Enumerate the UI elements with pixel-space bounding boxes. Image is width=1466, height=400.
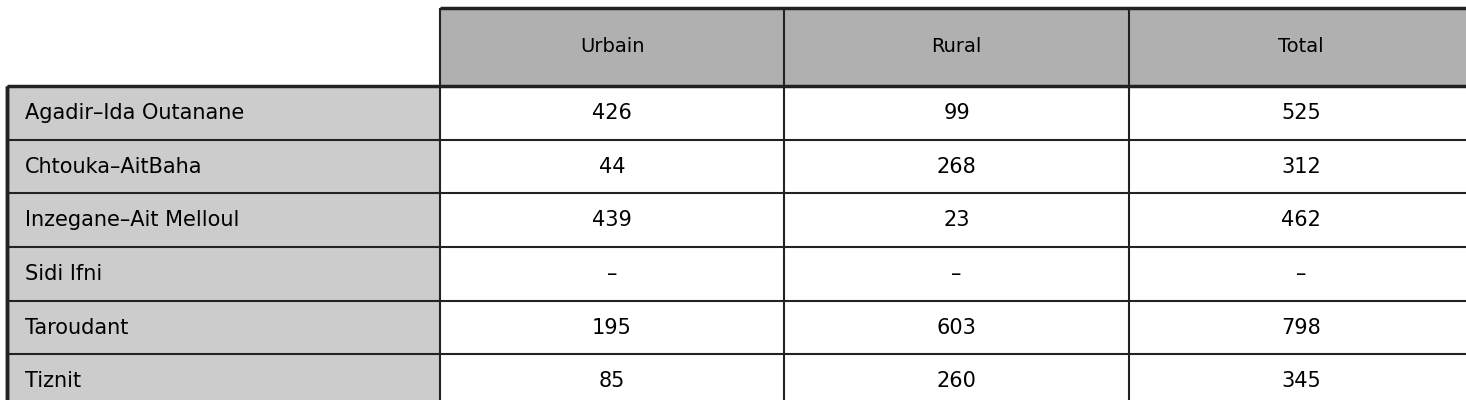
Text: Chtouka–AitBaha: Chtouka–AitBaha (25, 156, 202, 176)
Bar (440, 301, 784, 354)
Bar (7, 86, 440, 140)
Bar (440, 8, 784, 86)
Bar (7, 193, 440, 247)
Text: 462: 462 (1281, 210, 1321, 230)
Text: Taroudant: Taroudant (25, 318, 129, 338)
Bar (7, 8, 440, 86)
Text: Sidi Ifni: Sidi Ifni (25, 264, 103, 284)
Text: 798: 798 (1281, 318, 1321, 338)
Bar (1129, 86, 1466, 140)
Bar (7, 354, 440, 400)
Text: 23: 23 (943, 210, 970, 230)
Bar (1129, 247, 1466, 301)
Bar (784, 354, 1129, 400)
Text: Agadir–Ida Outanane: Agadir–Ida Outanane (25, 103, 245, 123)
Bar (784, 140, 1129, 193)
Bar (7, 247, 440, 301)
Text: Urbain: Urbain (581, 38, 644, 56)
Bar (1129, 301, 1466, 354)
Text: 195: 195 (592, 318, 632, 338)
Bar (1129, 8, 1466, 86)
Text: Total: Total (1278, 38, 1324, 56)
Bar (784, 301, 1129, 354)
Text: 312: 312 (1281, 156, 1321, 176)
Bar (440, 86, 784, 140)
Bar (1129, 354, 1466, 400)
Bar (7, 301, 440, 354)
Text: –: – (951, 264, 962, 284)
Text: –: – (607, 264, 617, 284)
Text: Tiznit: Tiznit (25, 371, 81, 391)
Bar (440, 247, 784, 301)
Bar (784, 247, 1129, 301)
Bar (784, 86, 1129, 140)
Text: 260: 260 (937, 371, 976, 391)
Bar (784, 8, 1129, 86)
Text: –: – (1296, 264, 1306, 284)
Bar (440, 193, 784, 247)
Text: 268: 268 (937, 156, 976, 176)
Text: 525: 525 (1281, 103, 1321, 123)
Text: 99: 99 (943, 103, 970, 123)
Text: Rural: Rural (931, 38, 982, 56)
Text: 44: 44 (598, 156, 626, 176)
Bar (440, 354, 784, 400)
Text: Inzegane–Ait Melloul: Inzegane–Ait Melloul (25, 210, 239, 230)
Text: 85: 85 (600, 371, 625, 391)
Bar (1129, 193, 1466, 247)
Text: 603: 603 (937, 318, 976, 338)
Bar (784, 193, 1129, 247)
Bar (1129, 140, 1466, 193)
Bar (7, 140, 440, 193)
Text: 426: 426 (592, 103, 632, 123)
Text: 439: 439 (592, 210, 632, 230)
Bar (440, 140, 784, 193)
Text: 345: 345 (1281, 371, 1321, 391)
